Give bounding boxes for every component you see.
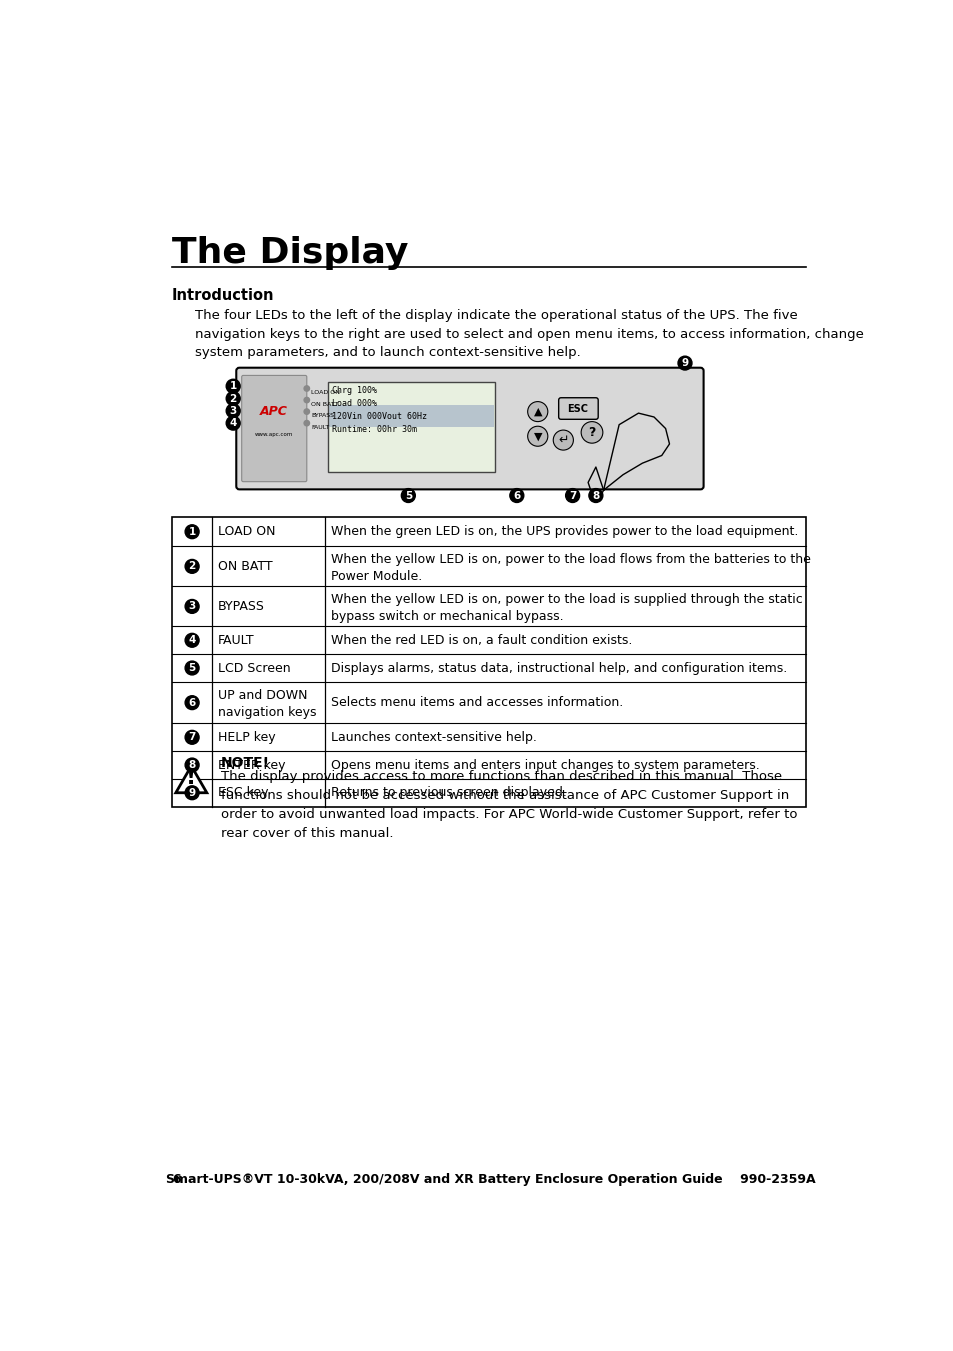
- Text: NOTE!: NOTE!: [220, 755, 270, 770]
- Circle shape: [185, 758, 199, 771]
- Circle shape: [527, 401, 547, 422]
- Circle shape: [185, 559, 199, 573]
- Text: 9: 9: [189, 788, 195, 797]
- Text: 7: 7: [568, 490, 576, 500]
- Text: 6: 6: [172, 1173, 180, 1186]
- Text: 9: 9: [680, 358, 688, 367]
- Text: FAULT: FAULT: [311, 424, 330, 430]
- Circle shape: [553, 430, 573, 450]
- Text: BYPASS: BYPASS: [311, 413, 335, 419]
- Circle shape: [185, 731, 199, 744]
- Circle shape: [304, 409, 309, 415]
- Text: 6: 6: [189, 697, 195, 708]
- Text: 4: 4: [188, 635, 195, 646]
- Text: 1: 1: [189, 527, 195, 536]
- Text: When the red LED is on, a fault condition exists.: When the red LED is on, a fault conditio…: [331, 634, 632, 647]
- Text: Selects menu items and accesses information.: Selects menu items and accesses informat…: [331, 696, 622, 709]
- Text: Displays alarms, status data, instructional help, and configuration items.: Displays alarms, status data, instructio…: [331, 662, 786, 674]
- Circle shape: [185, 696, 199, 709]
- Text: www.apc.com: www.apc.com: [254, 432, 294, 436]
- Text: When the yellow LED is on, power to the load is supplied through the static
bypa: When the yellow LED is on, power to the …: [331, 593, 801, 623]
- Text: 5: 5: [404, 490, 412, 500]
- Circle shape: [678, 357, 691, 370]
- Circle shape: [304, 397, 309, 403]
- Circle shape: [527, 426, 547, 446]
- Circle shape: [185, 634, 199, 647]
- Circle shape: [185, 524, 199, 539]
- Circle shape: [226, 392, 240, 405]
- Text: Launches context-sensitive help.: Launches context-sensitive help.: [331, 731, 537, 744]
- Text: Chrg 100%
Load 000%
120Vin 000Vout 60Hz
Runtime: 00hr 30m: Chrg 100% Load 000% 120Vin 000Vout 60Hz …: [332, 386, 426, 434]
- Text: ESC: ESC: [567, 404, 588, 413]
- Text: Returns to previous screen displayed.: Returns to previous screen displayed.: [331, 786, 566, 800]
- Circle shape: [185, 786, 199, 800]
- Text: !: !: [186, 769, 196, 788]
- Circle shape: [304, 386, 309, 392]
- Text: LOAD ON: LOAD ON: [217, 526, 274, 538]
- Text: 8: 8: [189, 761, 195, 770]
- Text: HELP key: HELP key: [217, 731, 275, 744]
- FancyBboxPatch shape: [236, 367, 703, 489]
- Text: ↵: ↵: [558, 434, 568, 447]
- Text: BYPASS: BYPASS: [217, 600, 264, 613]
- Circle shape: [304, 420, 309, 426]
- Text: Introduction: Introduction: [172, 288, 274, 303]
- Text: ENTER key: ENTER key: [217, 758, 285, 771]
- Text: ON BATT: ON BATT: [217, 559, 272, 573]
- Bar: [172, 517, 805, 807]
- Circle shape: [580, 422, 602, 443]
- Polygon shape: [175, 766, 207, 793]
- Text: 8: 8: [592, 490, 598, 500]
- Text: When the yellow LED is on, power to the load flows from the batteries to the
Pow: When the yellow LED is on, power to the …: [331, 553, 810, 582]
- Text: FAULT: FAULT: [217, 634, 254, 647]
- Text: 3: 3: [189, 601, 195, 612]
- Text: UP and DOWN
navigation keys: UP and DOWN navigation keys: [217, 689, 315, 719]
- Text: APC: APC: [260, 405, 288, 417]
- Text: 6: 6: [513, 490, 520, 500]
- Text: ▲: ▲: [533, 407, 541, 416]
- FancyBboxPatch shape: [241, 376, 307, 482]
- Text: 7: 7: [188, 732, 195, 742]
- Circle shape: [185, 600, 199, 613]
- Circle shape: [509, 489, 523, 503]
- Circle shape: [226, 380, 240, 393]
- Text: ON BATT: ON BATT: [311, 401, 338, 407]
- Text: ESC key: ESC key: [217, 786, 268, 800]
- Circle shape: [185, 661, 199, 676]
- Text: ▼: ▼: [533, 431, 541, 442]
- FancyBboxPatch shape: [329, 405, 494, 427]
- Text: The four LEDs to the left of the display indicate the operational status of the : The four LEDs to the left of the display…: [195, 309, 863, 359]
- Text: ?: ?: [588, 426, 595, 439]
- Text: Smart-UPS®VT 10-30kVA, 200/208V and XR Battery Enclosure Operation Guide    990-: Smart-UPS®VT 10-30kVA, 200/208V and XR B…: [166, 1173, 815, 1186]
- Circle shape: [565, 489, 579, 503]
- Text: 2: 2: [189, 562, 195, 571]
- FancyBboxPatch shape: [558, 397, 598, 419]
- Circle shape: [226, 404, 240, 417]
- Text: 5: 5: [189, 663, 195, 673]
- Text: LOAD ON: LOAD ON: [311, 390, 340, 394]
- Text: LCD Screen: LCD Screen: [217, 662, 290, 674]
- Text: The display provides access to more functions than described in this manual. Tho: The display provides access to more func…: [220, 770, 797, 840]
- Circle shape: [588, 489, 602, 503]
- FancyBboxPatch shape: [328, 382, 495, 473]
- Text: 1: 1: [230, 381, 236, 392]
- Circle shape: [401, 489, 415, 503]
- Text: The Display: The Display: [172, 236, 408, 270]
- Circle shape: [226, 416, 240, 430]
- Text: 2: 2: [230, 393, 236, 404]
- Text: Opens menu items and enters input changes to system parameters.: Opens menu items and enters input change…: [331, 758, 759, 771]
- Text: 3: 3: [230, 405, 236, 416]
- Text: 4: 4: [230, 419, 236, 428]
- Text: When the green LED is on, the UPS provides power to the load equipment.: When the green LED is on, the UPS provid…: [331, 526, 798, 538]
